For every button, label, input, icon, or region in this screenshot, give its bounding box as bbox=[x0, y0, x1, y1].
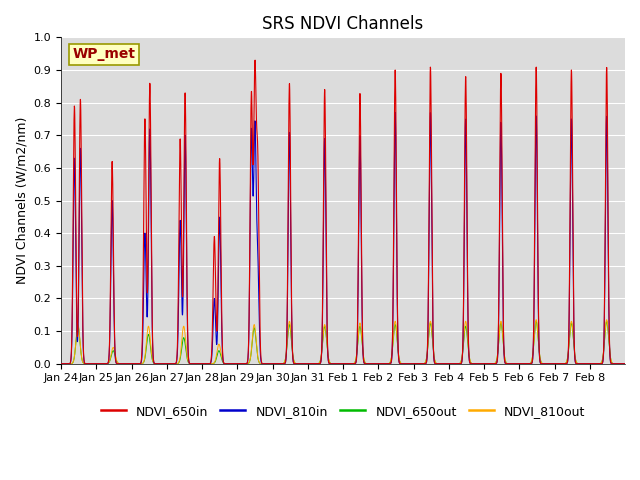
Legend: NDVI_650in, NDVI_810in, NDVI_650out, NDVI_810out: NDVI_650in, NDVI_810in, NDVI_650out, NDV… bbox=[95, 400, 591, 423]
Y-axis label: NDVI Channels (W/m2/nm): NDVI Channels (W/m2/nm) bbox=[15, 117, 28, 284]
Title: SRS NDVI Channels: SRS NDVI Channels bbox=[262, 15, 424, 33]
Text: WP_met: WP_met bbox=[72, 47, 135, 61]
